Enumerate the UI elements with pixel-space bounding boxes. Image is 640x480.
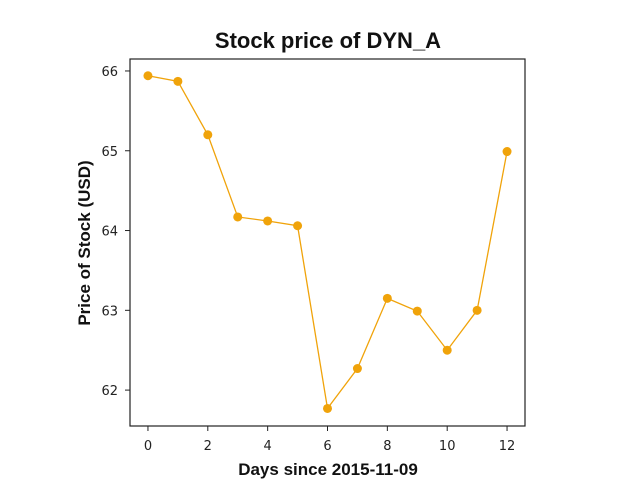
data-point [352,364,362,374]
x-axis: 0 2 4 6 8 10 12 [144,426,516,454]
x-tick-label: 0 [144,439,152,454]
data-point [412,306,422,316]
x-tick-label: 12 [499,439,516,454]
x-tick-label: 8 [383,439,391,454]
series-layer [143,71,512,413]
x-tick-label: 2 [204,439,212,454]
chart-title: Stock price of DYN_A [215,28,441,53]
plot-area [129,58,526,427]
series-line [147,75,508,411]
data-point [143,71,153,81]
y-tick-label: 63 [101,304,118,319]
x-tick-label: 6 [323,439,331,454]
x-axis-label: Days since 2015-11-09 [238,460,418,479]
data-point [233,212,243,222]
y-tick-label: 64 [101,225,118,240]
y-tick-label: 66 [101,65,118,80]
y-axis-label: Price of Stock (USD) [75,160,94,325]
data-point [382,293,392,303]
x-tick-label: 4 [264,439,272,454]
data-point [293,221,303,231]
data-point [442,345,452,355]
y-axis: 62 63 64 65 66 [101,65,130,399]
data-point [323,403,332,413]
data-point [263,216,273,226]
y-tick-label: 65 [101,145,118,160]
data-point [472,305,482,315]
x-tick-label: 10 [439,439,456,454]
data-point [502,147,512,157]
data-point [173,76,183,86]
y-tick-label: 62 [101,384,118,399]
data-point [203,130,213,140]
